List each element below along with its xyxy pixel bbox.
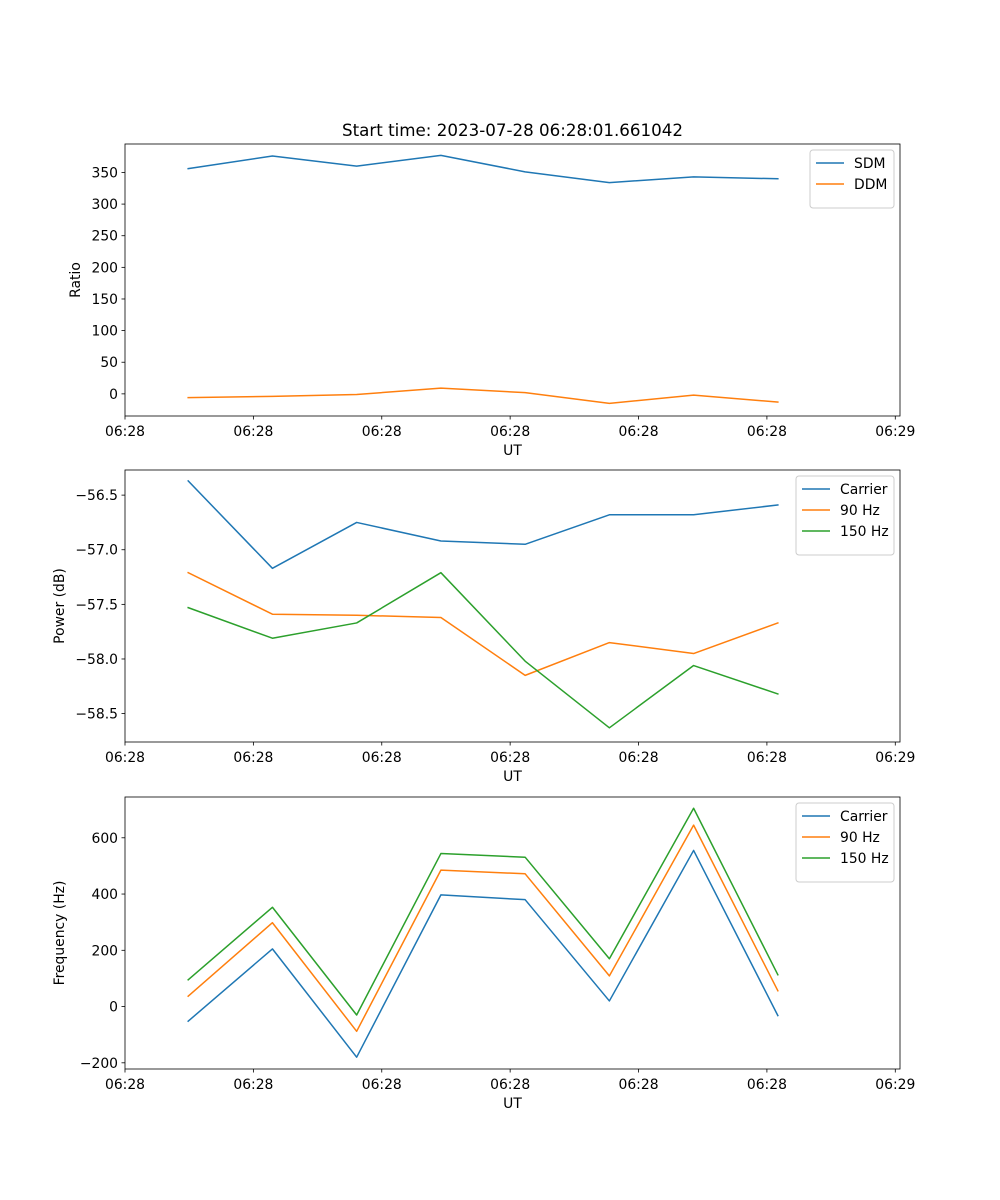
legend-box bbox=[795, 475, 895, 556]
axes-frame bbox=[124, 143, 901, 417]
y-tick-label: 200 bbox=[91, 260, 118, 276]
y-tick-label: −57.0 bbox=[75, 543, 118, 559]
legend-label: 150 Hz bbox=[840, 524, 889, 540]
y-tick-label: 0 bbox=[109, 387, 118, 403]
x-tick-label: 06:28 bbox=[747, 1077, 787, 1093]
axes-frame bbox=[124, 469, 901, 743]
y-tick-label: −56.5 bbox=[75, 488, 118, 504]
x-tick-label: 06:29 bbox=[875, 1077, 915, 1093]
legend-label: 90 Hz bbox=[840, 830, 880, 846]
x-tick-label: 06:28 bbox=[362, 1077, 402, 1093]
x-tick-label: 06:28 bbox=[233, 1077, 273, 1093]
y-tick-label: 200 bbox=[91, 943, 118, 959]
y-tick-label: 0 bbox=[109, 1000, 118, 1016]
legend-box bbox=[795, 802, 895, 883]
y-tick-label: −58.0 bbox=[75, 652, 118, 668]
x-tick-label: 06:28 bbox=[233, 424, 273, 440]
y-tick-label: 150 bbox=[91, 292, 118, 308]
axes-frame bbox=[124, 796, 901, 1070]
y-axis-label: Power (dB) bbox=[52, 568, 68, 644]
y-tick-label: −200 bbox=[80, 1056, 118, 1072]
x-tick-label: 06:28 bbox=[747, 424, 787, 440]
y-axis-label: Ratio bbox=[68, 262, 84, 298]
y-tick-label: −58.5 bbox=[75, 707, 118, 723]
chart-panels: 06:28 06:28 06:28 06:28 06:28 06:28 06:29 0 50 10… bbox=[52, 143, 915, 1112]
x-tick-label: 06:28 bbox=[362, 424, 402, 440]
series-line-carrier bbox=[187, 849, 779, 1058]
legend: Carrier 90 Hz 150 Hz bbox=[795, 802, 895, 883]
x-tick-label: 06:28 bbox=[105, 424, 145, 440]
legend-label: 150 Hz bbox=[840, 851, 889, 867]
x-tick-label: 06:29 bbox=[875, 750, 915, 766]
y-tick-label: −57.5 bbox=[75, 597, 118, 613]
panel-2: 06:28 06:28 06:28 06:28 06:28 06:28 06:29 −56.5… bbox=[52, 469, 915, 785]
legend-label: Carrier bbox=[840, 482, 888, 498]
x-tick-label: 06:28 bbox=[619, 750, 659, 766]
panel-1: 06:28 06:28 06:28 06:28 06:28 06:28 06:29 0 50 10… bbox=[68, 143, 915, 459]
legend: Carrier 90 Hz 150 Hz bbox=[795, 475, 895, 556]
series-line-150-hz bbox=[187, 571, 779, 729]
y-tick-label: 400 bbox=[91, 887, 118, 903]
series-line-150-hz bbox=[187, 807, 779, 1016]
x-tick-label: 06:28 bbox=[747, 750, 787, 766]
x-tick-label: 06:28 bbox=[490, 1077, 530, 1093]
x-tick-label: 06:28 bbox=[619, 1077, 659, 1093]
x-tick-label: 06:28 bbox=[105, 1077, 145, 1093]
y-tick-label: 250 bbox=[91, 229, 118, 245]
series-line-ddm bbox=[187, 387, 779, 405]
series-line-90-hz bbox=[187, 571, 779, 677]
x-tick-label: 06:28 bbox=[490, 424, 530, 440]
legend: SDM DDM bbox=[809, 149, 895, 209]
y-tick-label: 50 bbox=[100, 355, 118, 371]
legend-label: DDM bbox=[854, 177, 887, 193]
y-tick-label: 600 bbox=[91, 831, 118, 847]
legend-box bbox=[809, 149, 895, 209]
y-tick-label: 350 bbox=[91, 165, 118, 181]
y-tick-label: 300 bbox=[91, 197, 118, 213]
x-axis-label: UT bbox=[503, 1096, 522, 1112]
series-line-carrier bbox=[187, 479, 779, 570]
series-line-sdm bbox=[187, 154, 779, 184]
chart-title: Start time: 2023-07-28 06:28:01.661042 bbox=[342, 120, 683, 140]
panel-3: 06:28 06:28 06:28 06:28 06:28 06:28 06:29 −200 0… bbox=[52, 796, 915, 1112]
x-tick-label: 06:28 bbox=[105, 750, 145, 766]
y-axis-label: Frequency (Hz) bbox=[52, 881, 68, 986]
x-axis-label: UT bbox=[503, 443, 522, 459]
x-axis-label: UT bbox=[503, 769, 522, 785]
series-line-90-hz bbox=[187, 824, 779, 1033]
legend-label: 90 Hz bbox=[840, 503, 880, 519]
y-tick-label: 100 bbox=[91, 324, 118, 340]
legend-label: Carrier bbox=[840, 809, 888, 825]
x-tick-label: 06:28 bbox=[233, 750, 273, 766]
x-tick-label: 06:29 bbox=[875, 424, 915, 440]
x-tick-label: 06:28 bbox=[619, 424, 659, 440]
x-tick-label: 06:28 bbox=[490, 750, 530, 766]
x-tick-label: 06:28 bbox=[362, 750, 402, 766]
legend-label: SDM bbox=[854, 156, 886, 172]
